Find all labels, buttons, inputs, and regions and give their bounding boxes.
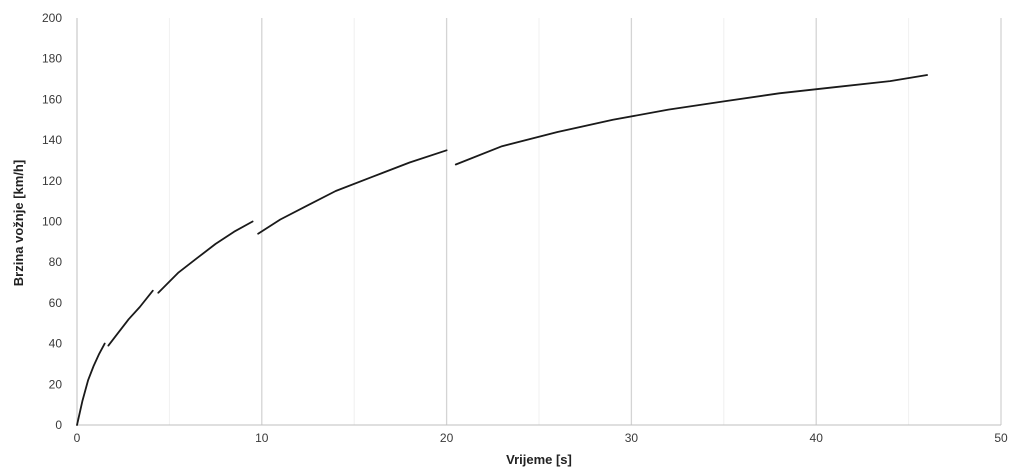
speed-series	[76, 74, 928, 426]
y-tick-label: 120	[42, 174, 62, 188]
x-tick-label: 50	[994, 431, 1008, 445]
y-tick-label: 160	[42, 92, 62, 106]
speed-segment-gear-4	[257, 149, 448, 235]
y-tick-label: 0	[55, 418, 62, 432]
y-tick-label: 80	[49, 255, 63, 269]
x-axis-title: Vrijeme [s]	[506, 452, 572, 467]
y-tick-label: 100	[42, 215, 62, 229]
x-tick-label: 20	[440, 431, 454, 445]
y-tick-label: 200	[42, 11, 62, 25]
speed-segment-gear-2	[107, 289, 154, 347]
y-tick-label: 60	[49, 296, 63, 310]
y-tick-label: 40	[49, 337, 63, 351]
x-tick-label: 10	[255, 431, 269, 445]
speed-segment-gear-5	[454, 74, 928, 166]
x-tick-label: 0	[74, 431, 81, 445]
x-tick-label: 40	[810, 431, 824, 445]
y-tick-label: 20	[49, 377, 63, 391]
y-tick-label: 180	[42, 52, 62, 66]
y-axis-title: Brzina vožnje [km/h]	[11, 160, 26, 286]
x-tick-label: 30	[625, 431, 639, 445]
axes	[76, 18, 1001, 426]
tick-labels: 0 20 40 60 80 100 120 140 160 180 200 0 10 20 30 40 50	[42, 11, 1008, 445]
speed-segment-gear-3	[157, 220, 254, 294]
speed-segment-gear-1	[76, 342, 106, 426]
gridlines	[168, 18, 1002, 425]
y-tick-label: 140	[42, 133, 62, 147]
